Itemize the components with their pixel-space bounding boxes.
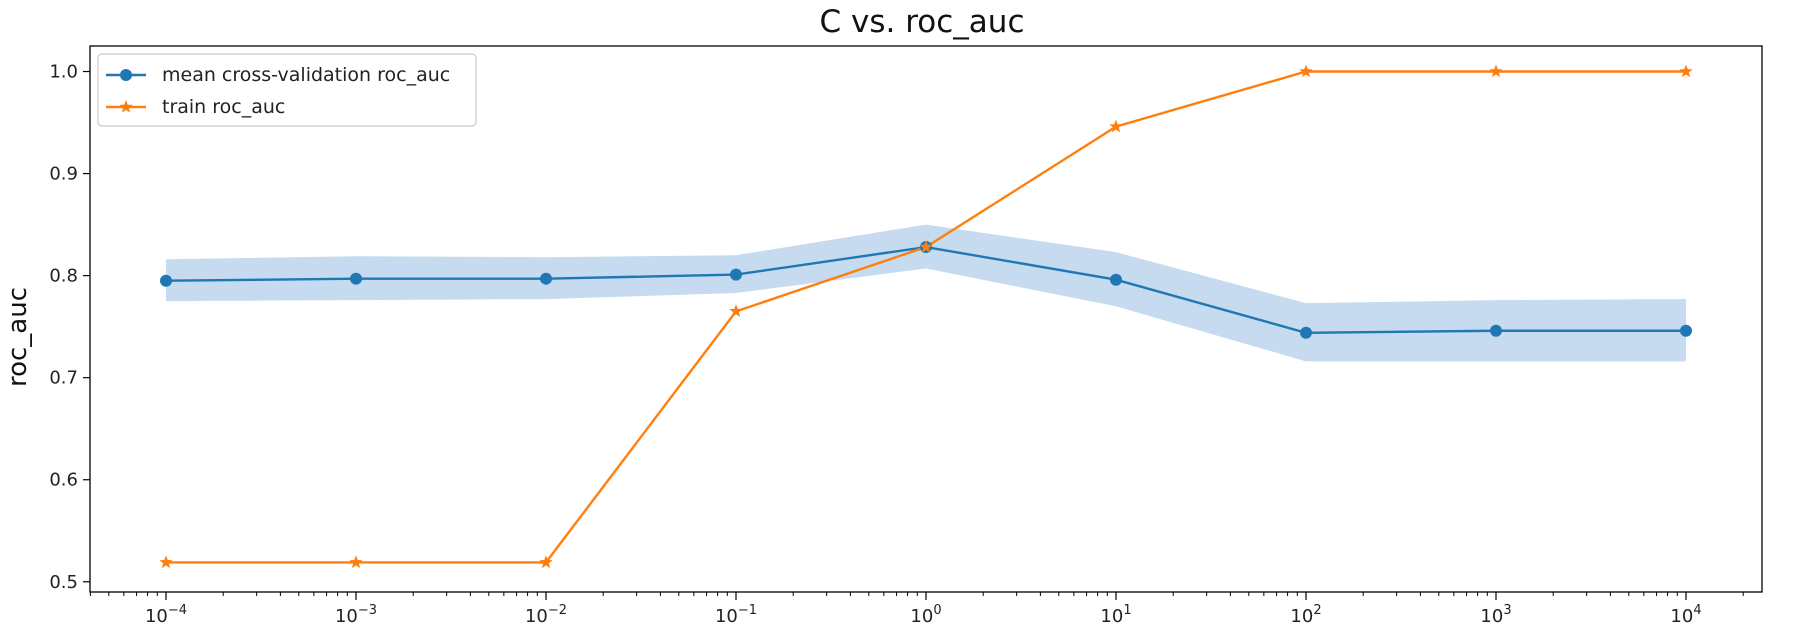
y-tick-label: 0.6 — [49, 470, 78, 491]
data-point-circle — [1300, 326, 1312, 339]
data-point-circle — [1490, 324, 1502, 337]
x-tick-label: 10−4 — [145, 603, 187, 627]
legend-box — [97, 53, 477, 127]
data-point-star — [919, 240, 933, 253]
x-tick-label: 10−2 — [525, 603, 567, 627]
data-point-star — [1299, 64, 1313, 78]
x-tick-label: 101 — [1100, 603, 1131, 627]
data-point-circle — [540, 272, 552, 285]
legend-label: train roc_auc — [162, 96, 285, 118]
x-tick-label: 103 — [1480, 603, 1511, 627]
y-axis-label: roc_auc — [3, 287, 33, 387]
legend-label: mean cross-validation roc_auc — [162, 64, 450, 86]
legend-marker-circle — [120, 69, 132, 81]
x-tick-label: 104 — [1670, 603, 1701, 627]
legend-marker-star — [119, 100, 133, 113]
y-tick-label: 0.9 — [49, 164, 78, 185]
y-tick-label: 0.7 — [49, 368, 78, 389]
data-point-star — [349, 555, 363, 569]
data-point-star — [539, 555, 553, 569]
x-tick-label: 102 — [1290, 603, 1321, 627]
data-point-circle — [350, 272, 362, 285]
data-point-star — [159, 555, 173, 569]
chart-title: C vs. roc_auc — [820, 4, 1025, 40]
data-point-circle — [730, 268, 742, 281]
data-point-star — [1679, 64, 1693, 78]
data-point-circle — [160, 274, 172, 287]
data-point-circle — [1110, 273, 1122, 286]
data-point-circle — [1680, 324, 1692, 337]
x-tick-label: 10−3 — [335, 603, 377, 627]
data-point-star — [1109, 119, 1123, 133]
data-point-star — [729, 304, 743, 318]
y-tick-label: 0.8 — [49, 266, 78, 287]
axes: 0.5 0.6 0.7 0.8 0.9 1.0 10−4 10−3 10−2 10−1 100 101… — [49, 45, 1763, 627]
y-tick-label: 1.0 — [49, 62, 78, 83]
y-tick-label: 0.5 — [49, 572, 78, 593]
plot-area — [159, 64, 1693, 569]
x-tick-label: 100 — [910, 603, 941, 627]
x-tick-label: 10−1 — [715, 603, 757, 627]
data-point-star — [1489, 64, 1503, 78]
